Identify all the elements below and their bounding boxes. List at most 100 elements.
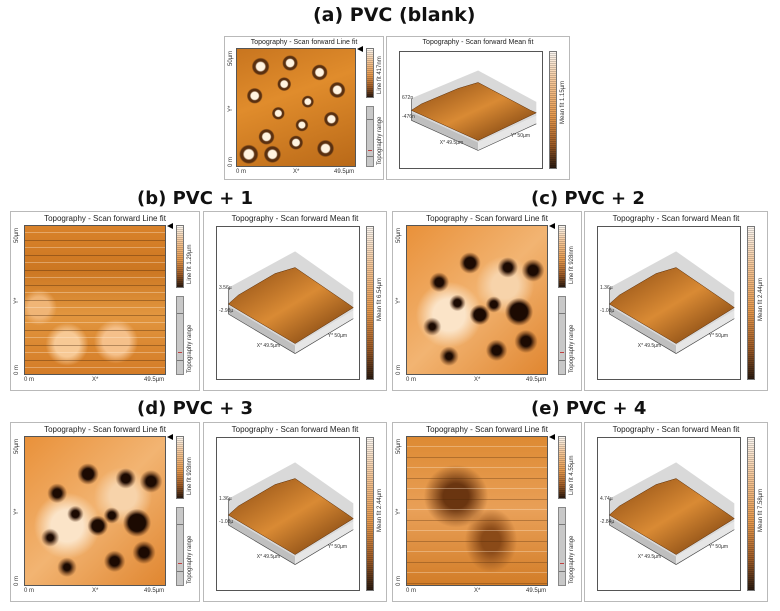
panel-a-z-bottom: -476n xyxy=(402,114,415,121)
panel-e-topography-range-slider[interactable] xyxy=(558,507,566,586)
panel-b-3d-view: Topography - Scan forward Mean fit 3.56µ -… xyxy=(203,211,387,391)
panel-b-3d-title: Topography - Scan forward Mean fit xyxy=(231,214,359,223)
panel-e-2d-title: Topography - Scan forward Line fit xyxy=(426,425,548,434)
panel-e-range-label: Topography range xyxy=(569,535,575,584)
panel-c-x-axis-label: X* 49.5µm xyxy=(637,342,662,349)
panel-d-3d-colorbar xyxy=(366,437,374,591)
panel-a-range-marker[interactable] xyxy=(368,150,372,151)
panel-a-range-line-upper xyxy=(367,119,373,120)
panel-b-scan-marker-icon xyxy=(167,223,173,229)
panel-a-colorbar xyxy=(366,48,374,98)
panel-d-2d-title: Topography - Scan forward Line fit xyxy=(44,425,166,434)
panel-a-3d-colorbar xyxy=(549,51,557,169)
panel-c-colorbar-label: Line fit 928nm xyxy=(569,246,575,284)
panel-e-z-bottom: -2.84µ xyxy=(600,519,615,526)
panel-c-scan-marker-icon xyxy=(549,223,555,229)
panel-c-3d-colorbar-label: Mean fit 2.44µm xyxy=(758,278,764,322)
panel-b-topography-range-slider[interactable] xyxy=(176,296,184,375)
panel-d-y-mid: Y* xyxy=(14,508,20,515)
panel-c-topography-range-slider[interactable] xyxy=(558,296,566,375)
panel-b-colorbar xyxy=(176,225,184,288)
panel-d-range-marker[interactable] xyxy=(178,563,182,564)
panel-b-range-marker[interactable] xyxy=(178,352,182,353)
panel-b-3d-surface xyxy=(227,251,354,354)
panel-a-scan-marker-icon xyxy=(357,46,363,52)
panel-b-z-bottom: -2.98µ xyxy=(219,308,234,315)
panel-e-colorbar-label: Line fit 4.55µm xyxy=(569,455,575,495)
panel-e-x-mid: X* xyxy=(474,588,481,594)
panel-c-y-top: 50µm xyxy=(396,227,402,243)
panel-d-3d-frame: 1.36µ -1.08µ X* 49.5µm Y* 50µm xyxy=(216,437,360,591)
panel-c-3d-surface xyxy=(608,251,735,354)
panel-e-3d-colorbar xyxy=(747,437,755,591)
panel-d-range-label: Topography range xyxy=(187,535,193,584)
panel-a-y-top: 50µm xyxy=(228,50,234,66)
panel-e-3d-title: Topography - Scan forward Mean fit xyxy=(612,425,740,434)
panel-c-3d-view: Topography - Scan forward Mean fit 1.36µ -… xyxy=(584,211,768,391)
panel-c-y-bottom: 0 m xyxy=(396,364,402,375)
panel-a-3d-frame: 672n -476n X* 49.5µm Y* 50µm xyxy=(399,51,543,169)
panel-c-z-bottom: -1.08µ xyxy=(600,308,615,315)
panel-a-y-bottom: 0 m xyxy=(228,156,234,167)
panel-e-3d-frame: 4.74µ -2.84µ X* 49.5µm Y* 50µm xyxy=(597,437,741,591)
panel-b-y-axis-label: Y* 50µm xyxy=(327,333,348,340)
panel-d-z-bottom: -1.08µ xyxy=(219,519,234,526)
panel-a-x-left: 0 m xyxy=(236,169,247,175)
panel-d-3d-title: Topography - Scan forward Mean fit xyxy=(231,425,359,434)
panel-d-range-line-upper xyxy=(177,524,183,525)
panel-a-colorbar-label: Line fit 417nm xyxy=(377,56,383,94)
panel-c-x-mid: X* xyxy=(474,377,481,383)
panel-b-range-label: Topography range xyxy=(187,324,193,373)
panel-a-topography-range-slider[interactable] xyxy=(366,106,374,167)
panel-d-3d-surface xyxy=(227,462,354,565)
panel-e-range-line-upper xyxy=(559,524,565,525)
panel-d-2d-map xyxy=(24,436,166,586)
panel-a-z-top: 672n xyxy=(402,95,414,102)
panel-c-z-top: 1.36µ xyxy=(600,284,613,291)
panel-c-range-line-lower xyxy=(559,360,565,361)
panel-c-x-left: 0 m xyxy=(406,377,417,383)
panel-b-range-line-upper xyxy=(177,313,183,314)
panel-d-topography-range-slider[interactable] xyxy=(176,507,184,586)
panel-d-heading: (d) PVC + 3 xyxy=(137,398,254,419)
panel-d-scan-marker-icon xyxy=(167,434,173,440)
panel-a-range-line-lower xyxy=(367,156,373,157)
panel-b-3d-colorbar-label: Mean fit 6.54µm xyxy=(377,278,383,322)
panel-d-colorbar-label: Line fit 928nm xyxy=(187,457,193,495)
panel-e-x-right: 49.5µm xyxy=(526,588,547,594)
panel-e-3d-surface xyxy=(608,462,735,565)
panel-d-3d-colorbar-label: Mean fit 2.44µm xyxy=(377,489,383,533)
panel-e-heading: (e) PVC + 4 xyxy=(531,398,647,419)
panel-d-z-top: 1.36µ xyxy=(219,495,232,502)
panel-e-3d-colorbar-label: Mean fit 7.58µm xyxy=(758,489,764,533)
panel-b-x-right: 49.5µm xyxy=(144,377,165,383)
panel-c-range-marker[interactable] xyxy=(560,352,564,353)
panel-c-2d-image: Topography - Scan forward Line fit 50µm Y*… xyxy=(392,211,582,391)
panel-b-y-top: 50µm xyxy=(14,227,20,243)
panel-b-x-mid: X* xyxy=(92,377,99,383)
panel-c-y-axis-label: Y* 50µm xyxy=(708,333,729,340)
panel-b-y-mid: Y* xyxy=(14,297,20,304)
panel-d-range-line-lower xyxy=(177,571,183,572)
panel-a-x-mid: X* xyxy=(293,169,300,175)
panel-d-y-axis-label: Y* 50µm xyxy=(327,544,348,551)
panel-b-2d-map xyxy=(24,225,166,375)
panel-b-x-left: 0 m xyxy=(24,377,35,383)
panel-d-x-axis-label: X* 49.5µm xyxy=(256,553,281,560)
panel-d-x-right: 49.5µm xyxy=(144,588,165,594)
panel-c-range-line-upper xyxy=(559,313,565,314)
panel-b-y-bottom: 0 m xyxy=(14,364,20,375)
panel-e-colorbar xyxy=(558,436,566,499)
panel-d-x-left: 0 m xyxy=(24,588,35,594)
panel-a-3d-view: Topography - Scan forward Mean fit 672n -4… xyxy=(386,36,570,180)
panel-e-range-marker[interactable] xyxy=(560,563,564,564)
panel-c-3d-colorbar xyxy=(747,226,755,380)
panel-a-heading: (a) PVC (blank) xyxy=(313,4,476,26)
panel-a-y-axis-label: Y* 50µm xyxy=(510,133,531,140)
panel-b-heading: (b) PVC + 1 xyxy=(137,188,254,209)
panel-b-range-line-lower xyxy=(177,360,183,361)
panel-a-2d-title: Topography - Scan forward Line fit xyxy=(250,39,358,46)
panel-e-z-top: 4.74µ xyxy=(600,495,613,502)
panel-a-y-mid: Y* xyxy=(228,105,234,112)
panel-b-3d-frame: 3.56µ -2.98µ X* 49.5µm Y* 50µm xyxy=(216,226,360,380)
